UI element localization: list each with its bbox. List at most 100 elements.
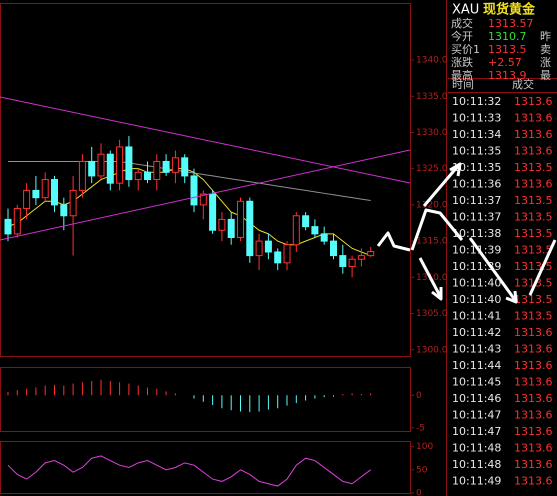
candle-body [292, 215, 300, 246]
tick-price: 1313.6 [514, 128, 553, 141]
tick-time: 10:11:40 [452, 277, 501, 290]
tick-time: 10:11:45 [452, 376, 501, 389]
candle-body [199, 193, 207, 206]
y-tick-label: 100 [416, 442, 433, 452]
y-tick-label: 50 [416, 465, 428, 475]
quote-label: 今开 [451, 29, 473, 43]
symbol-name: 现货黄金 [483, 2, 536, 18]
tick-time: 10:11:39 [452, 244, 501, 257]
candle-body [339, 255, 347, 267]
tick-price: 1313.6 [514, 392, 553, 405]
y-tick-label: 1330.0 [416, 128, 448, 138]
candle-body [32, 189, 40, 199]
quote-value: 1313.9 [488, 69, 527, 82]
candle-body [13, 208, 21, 235]
tick-price: 1313.6 [514, 326, 553, 339]
candle-body [181, 157, 189, 177]
tick-price: 1313.5 [514, 293, 553, 306]
candle-body [134, 171, 142, 181]
tick-time: 10:11:40 [452, 293, 501, 306]
candle-body [357, 255, 365, 260]
symbol: XAU [452, 3, 479, 18]
tick-time: 10:11:47 [452, 425, 501, 438]
candle-body [348, 258, 356, 267]
candle-body [218, 218, 226, 231]
y-tick-label: 1305.0 [416, 309, 448, 319]
candle-body [51, 179, 58, 206]
tick-time: 10:11:44 [452, 359, 501, 372]
tick-price: 1313.6 [514, 442, 553, 455]
tick-time: 10:11:32 [452, 95, 501, 108]
tick-time: 10:11:33 [452, 112, 501, 125]
tick-time: 10:11:38 [452, 227, 501, 240]
tick-time: 10:11:35 [452, 145, 501, 158]
candle-body [283, 244, 291, 264]
candle-body [162, 160, 170, 173]
candle-body [4, 218, 12, 235]
tick-price: 1313.6 [514, 425, 553, 438]
tick-price: 1313.5 [514, 194, 553, 207]
candle-body [330, 240, 337, 257]
tick-time: 10:11:34 [452, 128, 501, 141]
y-tick-label: -5 [416, 423, 425, 433]
tick-price: 1313.6 [514, 95, 553, 108]
quote-label: 成交 [451, 16, 473, 30]
indicator-line [7, 455, 371, 487]
tick-price: 1313.6 [514, 178, 553, 191]
candle-body [320, 233, 328, 242]
candle-body [274, 251, 282, 264]
quote-extra: 最 [540, 69, 551, 82]
tick-price: 1313.5 [514, 260, 553, 273]
tick-time: 10:11:35 [452, 161, 501, 174]
tick-price: 1313.6 [514, 458, 553, 471]
candle-body [106, 153, 114, 184]
annotation-arrows [376, 162, 557, 304]
candle-body [302, 215, 310, 228]
tick-time: 10:11:37 [452, 194, 501, 207]
tick-time: 10:11:46 [452, 392, 501, 405]
candle-body [78, 160, 86, 191]
quote-extra: 涨 [540, 56, 551, 69]
y-tick-label: 1315.0 [416, 237, 448, 247]
tick-time: 10:11:47 [452, 409, 501, 422]
tick-time: 10:11:48 [452, 442, 501, 455]
candle-body [125, 146, 133, 181]
quote-label: 买价1 [451, 43, 480, 56]
y-tick-label: 1300.0 [416, 345, 448, 355]
trend-lines [0, 96, 411, 241]
y-tick-label: 0 [416, 391, 422, 401]
candle-body [69, 189, 77, 217]
candle-body [311, 226, 319, 235]
candle-body [264, 240, 272, 253]
col-time: 时间 [452, 78, 474, 91]
quote-value: +2.57 [488, 56, 522, 69]
y-tick-label: 1340.0 [416, 56, 448, 66]
tick-price: 1313.5 [514, 211, 553, 224]
tick-price: 1313.6 [514, 343, 553, 356]
candle-body [97, 153, 105, 177]
moving-average [7, 168, 371, 257]
tick-price: 1313.6 [514, 359, 553, 372]
tick-time: 10:11:42 [452, 326, 501, 339]
candle-body [60, 204, 68, 217]
quote-extra: 卖 [540, 43, 551, 56]
candle-body [367, 250, 375, 257]
y-tick-label: 1335.0 [416, 92, 448, 102]
candle-body [227, 218, 235, 238]
moving-average [8, 160, 371, 202]
candle-body [171, 157, 179, 173]
tick-price: 1313.5 [514, 277, 553, 290]
tick-list: 10:11:32 1313.6 10:11:33 1313.6 10:11:34 1313… [452, 95, 553, 488]
tick-time: 10:11:43 [452, 343, 501, 356]
candle-body [41, 179, 49, 199]
tick-price: 1313.5 [514, 310, 553, 323]
tick-time: 10:11:36 [452, 178, 501, 191]
tick-price: 1313.6 [514, 376, 553, 389]
candle-body [237, 200, 244, 238]
candle-body [116, 146, 124, 184]
tick-time: 10:11:49 [452, 475, 501, 488]
tick-price: 1313.5 [514, 161, 553, 174]
col-price: 成交 [512, 77, 534, 91]
